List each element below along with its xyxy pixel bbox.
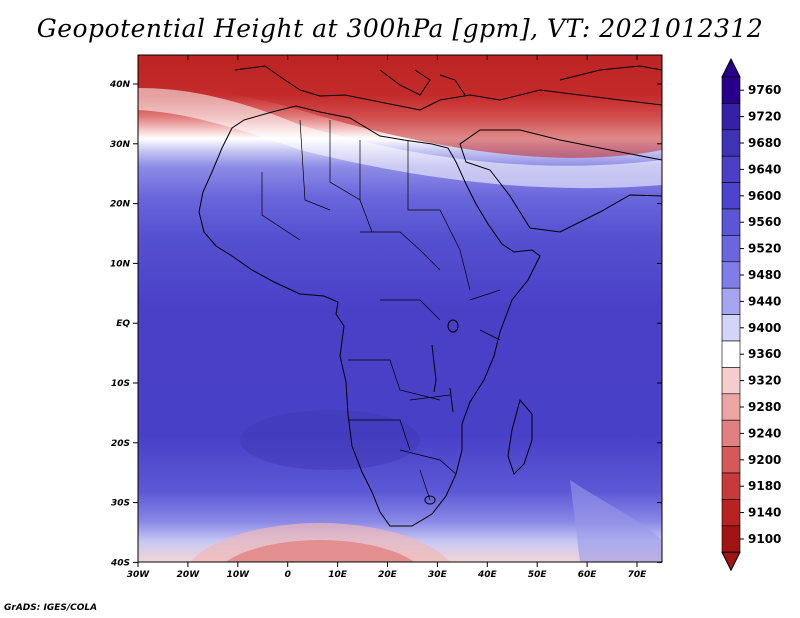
colorbar-label: 9440 <box>748 294 781 308</box>
coastlines <box>198 65 662 527</box>
lat-tick-label: 40S <box>110 558 130 568</box>
colorbar-swatch <box>721 76 741 104</box>
lat-tick-label: 40N <box>109 80 131 90</box>
colorbar-swatch <box>721 103 741 131</box>
lon-tick-label: 60E <box>578 570 598 580</box>
colorbar-label: 9240 <box>748 426 781 440</box>
italy-coast <box>379 69 431 96</box>
colorbar-swatch <box>721 419 741 447</box>
colorbar-label: 9560 <box>748 215 781 229</box>
balkan-coast <box>439 74 466 96</box>
colorbar-label: 9400 <box>748 321 781 335</box>
lat-tick-label: 30N <box>110 140 131 150</box>
map-title: Geopotential Height at 300hPa [gpm], VT:… <box>36 14 764 43</box>
lon-tick-label: 20E <box>378 570 398 580</box>
colorbar-label: 9180 <box>748 479 781 493</box>
colorbar-label: 9520 <box>748 242 781 256</box>
madagascar-coastline <box>507 398 533 475</box>
colorbar-label: 9100 <box>748 532 781 546</box>
colorbar-label: 9280 <box>748 400 781 414</box>
grads-credit: GrADS: IGES/COLA <box>4 603 98 613</box>
colorbar-swatch <box>721 208 741 236</box>
colorbar: 9760 9720 9680 9640 9600 9560 9520 9480 9440 9400… <box>721 57 781 572</box>
colorbar-label: 9680 <box>748 136 781 150</box>
lat-tick-label: 10N <box>110 259 131 269</box>
lon-tick-label: 0 <box>285 570 291 580</box>
colorbar-top-arrow <box>721 57 741 78</box>
colorbar-swatch <box>721 235 741 263</box>
lon-tick-label: 20W <box>177 570 201 580</box>
mediterranean-coast <box>234 65 662 111</box>
lon-tick-label: 40E <box>477 570 498 580</box>
lat-tick-label: 10S <box>111 379 130 389</box>
lon-tick-label: 50E <box>528 570 548 580</box>
colorbar-bottom-arrow <box>721 551 741 572</box>
colorbar-swatch <box>721 472 741 500</box>
colorbar-swatch <box>721 340 741 368</box>
lat-tick-label: 20S <box>111 439 130 449</box>
lon-tick-label: 10E <box>328 570 348 580</box>
lat-tick-label: 30S <box>111 499 130 509</box>
lat-axis: 40N 30N 20N 10N EQ 10S 20S 30S 40S <box>109 80 662 568</box>
colorbar-label: 9140 <box>748 506 781 520</box>
colorbar-label: 9640 <box>748 162 781 176</box>
country-borders <box>261 119 501 501</box>
colorbar-label: 9760 <box>748 83 781 97</box>
colorbar-swatch <box>721 367 741 395</box>
colorbar-swatch <box>721 499 741 527</box>
colorbar-swatch <box>721 314 741 342</box>
arabia-coastline <box>459 129 662 233</box>
colorbar-swatch <box>721 525 741 553</box>
colorbar-swatch <box>721 129 741 157</box>
lat-tick-label: 20N <box>110 200 131 210</box>
colorbar-label: 9720 <box>748 110 781 124</box>
plot-frame <box>137 54 663 563</box>
lon-tick-label: 30W <box>127 570 151 580</box>
colorbar-label: 9200 <box>748 453 781 467</box>
lon-tick-label: 10W <box>227 570 251 580</box>
colorbar-swatch <box>721 446 741 474</box>
africa-coastline <box>198 105 541 527</box>
colorbar-label: 9600 <box>748 189 781 203</box>
lon-axis: 30W 20W 10W 0 10E 20E 30E 40E 50E 60E 70E <box>127 55 647 580</box>
colorbar-swatch <box>721 393 741 421</box>
colorbar-label: 9320 <box>748 374 781 388</box>
colorbar-swatch <box>721 261 741 289</box>
lon-tick-label: 30E <box>428 570 448 580</box>
lat-tick-label: EQ <box>116 319 130 329</box>
colorbar-swatch <box>721 182 741 210</box>
colorbar-label: 9360 <box>748 347 781 361</box>
lakes <box>424 319 459 505</box>
colorbar-label: 9480 <box>748 268 781 282</box>
colorbar-swatch <box>721 287 741 315</box>
lon-tick-label: 70E <box>628 570 648 580</box>
colorbar-swatch <box>721 155 741 183</box>
